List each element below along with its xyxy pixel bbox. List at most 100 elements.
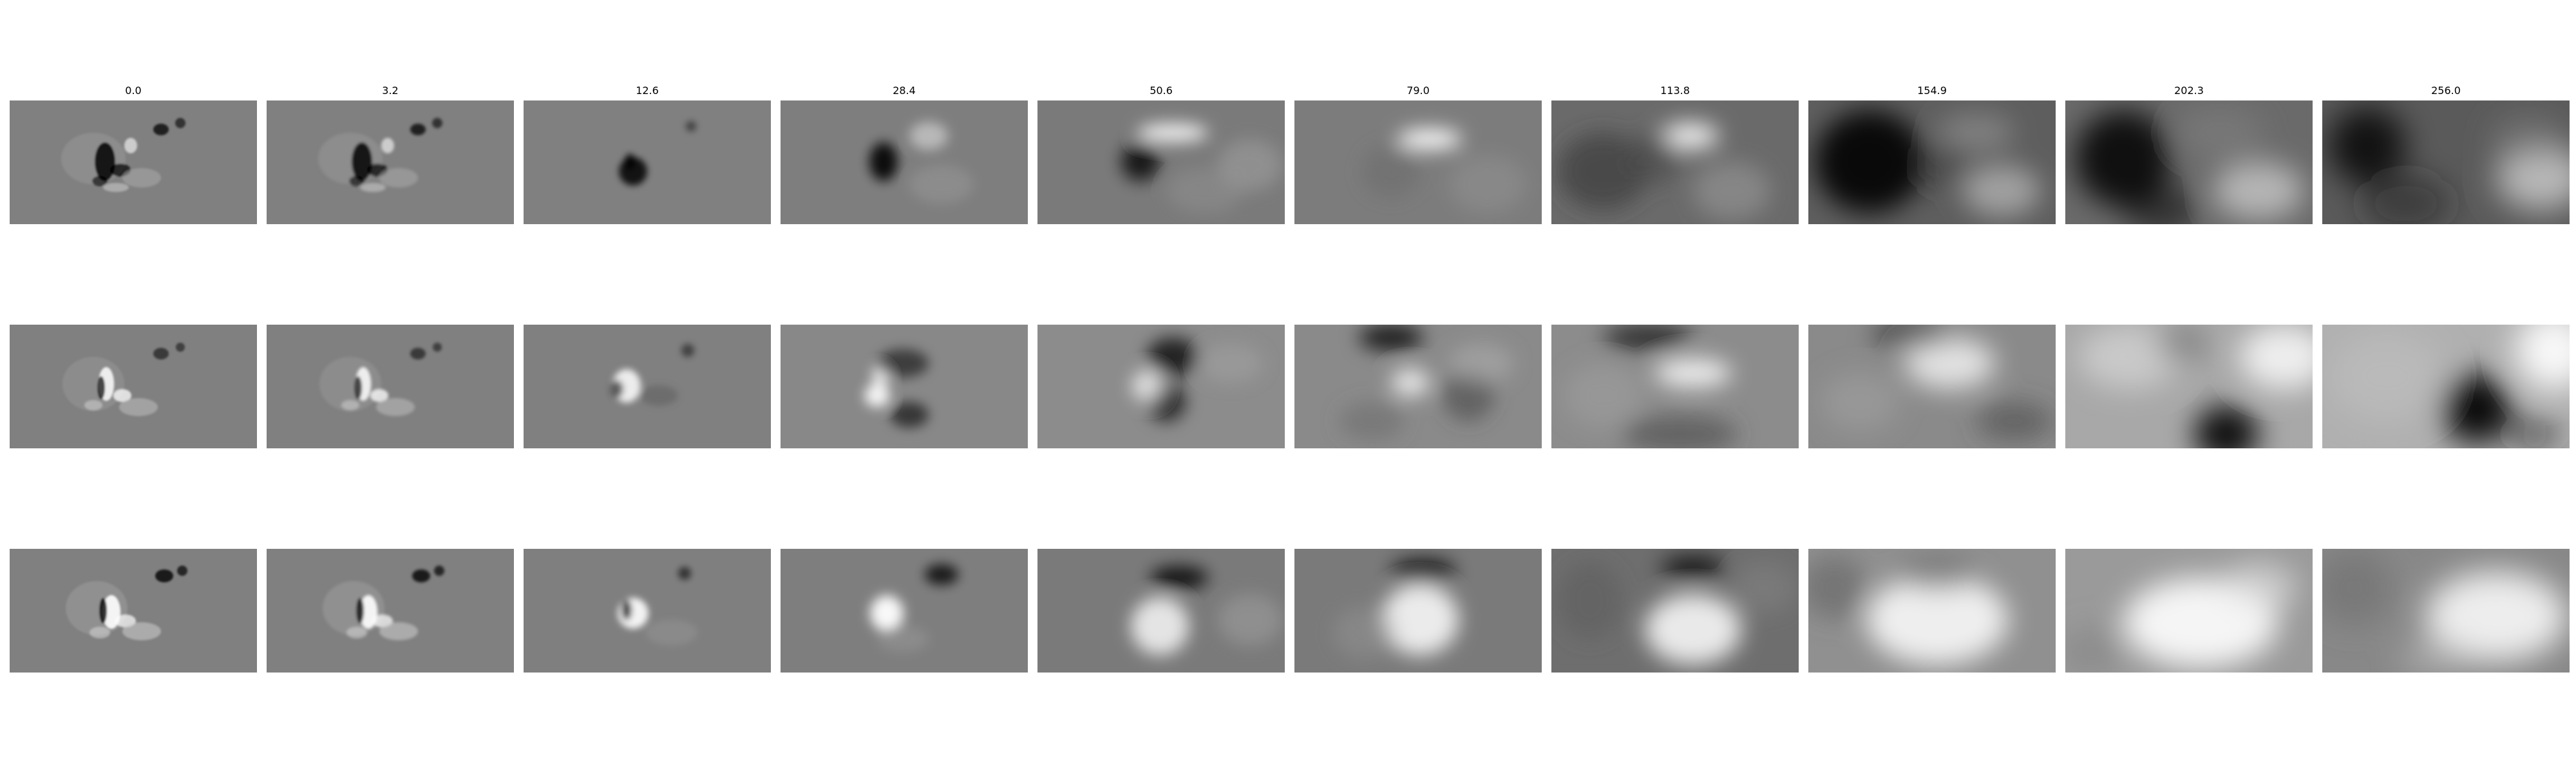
intensity-blob (99, 598, 107, 624)
image-panel-r3-c10 (2322, 549, 2570, 673)
grayscale-image (1808, 100, 2056, 224)
intensity-blob (646, 620, 697, 645)
intensity-blob (1654, 359, 1732, 387)
image-features (1808, 555, 2008, 665)
intensity-blob (318, 133, 383, 184)
intensity-blob (1905, 338, 1995, 389)
grayscale-image (1294, 549, 1542, 673)
intensity-blob (1815, 110, 1924, 213)
intensity-blob (1449, 344, 1513, 383)
intensity-blob (346, 627, 367, 638)
image-features (2065, 562, 2297, 673)
intensity-blob (433, 343, 442, 352)
intensity-blob (103, 183, 129, 192)
intensity-blob (681, 344, 694, 357)
intensity-blob (2329, 331, 2445, 421)
intensity-blob (869, 142, 898, 181)
intensity-blob (877, 626, 929, 652)
intensity-blob (1131, 597, 1189, 655)
intensity-blob (153, 348, 169, 359)
panel-background (781, 100, 1028, 224)
grayscale-image (524, 100, 771, 224)
column-title-1: 3.2 (382, 84, 399, 97)
image-features (1362, 129, 1526, 213)
grayscale-image (2065, 100, 2313, 224)
intensity-blob (1732, 562, 1796, 613)
grayscale-image (267, 549, 514, 673)
intensity-blob (678, 567, 691, 580)
intensity-blob (1558, 133, 1648, 210)
panel-background (267, 325, 514, 448)
intensity-blob (1137, 124, 1208, 142)
image-features (319, 343, 442, 416)
intensity-blob (1629, 133, 1680, 184)
image-features (1131, 566, 1282, 655)
image-panel-r2-c10 (2322, 325, 2570, 448)
image-features (870, 564, 958, 652)
image-features (66, 566, 187, 640)
intensity-blob (2329, 107, 2406, 184)
intensity-blob (1918, 139, 1969, 191)
intensity-blob (1866, 575, 2008, 665)
intensity-blob (356, 598, 364, 624)
grayscale-image (1551, 549, 1799, 673)
intensity-blob (1899, 558, 1976, 591)
image-features (1340, 325, 1513, 441)
grayscale-image (267, 100, 514, 224)
intensity-blob (909, 122, 948, 150)
intensity-blob (113, 389, 131, 402)
image-features (1815, 110, 2040, 216)
intensity-blob (379, 168, 418, 187)
intensity-blob (376, 398, 415, 416)
intensity-blob (381, 138, 394, 153)
intensity-blob (890, 402, 929, 428)
image-panel-r3-c6 (1294, 549, 1542, 673)
intensity-blob (352, 142, 372, 181)
intensity-blob (1397, 129, 1462, 149)
grayscale-image (1551, 100, 1799, 224)
intensity-blob (1147, 338, 1198, 376)
intensity-blob (2361, 175, 2451, 224)
grayscale-image (781, 100, 1028, 224)
image-panel-r3-c9 (2065, 549, 2313, 673)
image-panel-r3-c1 (10, 549, 257, 673)
intensity-blob (61, 133, 126, 184)
image-panel-r1-c10 (2322, 100, 2570, 224)
intensity-blob (2509, 418, 2561, 448)
intensity-blob (2515, 325, 2570, 389)
image-panel-r1-c9 (2065, 100, 2313, 224)
grayscale-image (2065, 549, 2313, 673)
intensity-blob (2075, 110, 2172, 207)
panel-background (10, 325, 257, 448)
image-features (2329, 107, 2570, 224)
image-panel-r1-c5 (1037, 100, 1285, 224)
intensity-blob (1166, 168, 1244, 213)
intensity-blob (2155, 325, 2207, 363)
intensity-blob (124, 138, 137, 153)
intensity-blob (1340, 402, 1404, 441)
grayscale-image (10, 549, 257, 673)
intensity-blob (2239, 325, 2313, 389)
image-panel-r1-c3 (524, 100, 771, 224)
intensity-blob (1150, 566, 1208, 589)
intensity-blob (1976, 402, 2053, 441)
image-panel-r3-c2 (267, 549, 514, 673)
intensity-blob (175, 118, 185, 128)
grayscale-image (2322, 325, 2570, 448)
intensity-blob (1132, 370, 1162, 401)
image-panel-r1-c7 (1551, 100, 1799, 224)
intensity-blob (410, 348, 426, 359)
intensity-blob (1564, 363, 1642, 428)
image-features (1132, 338, 1263, 421)
image-panel-r3-c8 (1808, 549, 2056, 673)
intensity-blob (2425, 571, 2567, 662)
image-panel-r2-c5 (1037, 325, 1285, 448)
image-features (1333, 560, 1459, 658)
intensity-blob (1873, 325, 1950, 347)
intensity-blob (625, 154, 635, 169)
image-features (1564, 325, 1738, 448)
intensity-blob (909, 165, 974, 204)
intensity-blob (1661, 123, 1719, 149)
image-features (2075, 107, 2304, 224)
intensity-blob (434, 566, 444, 576)
